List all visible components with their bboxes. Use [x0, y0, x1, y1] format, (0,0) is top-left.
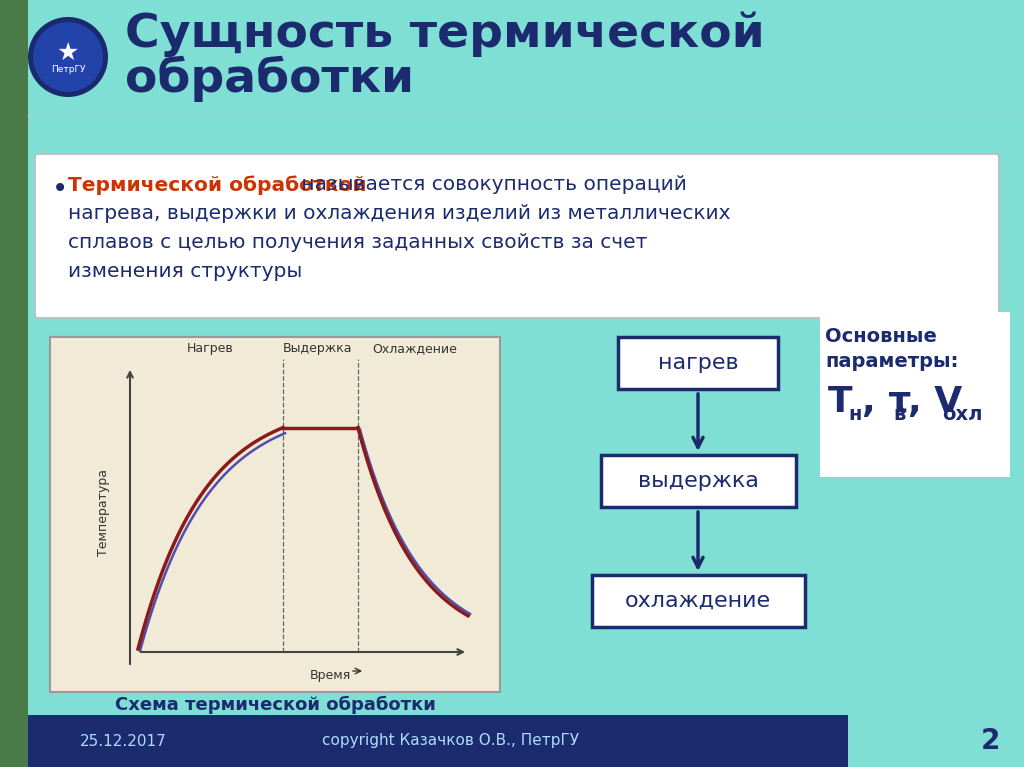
Bar: [50, 337, 500, 692]
Circle shape: [28, 17, 108, 97]
Text: ★: ★: [56, 41, 79, 65]
Text: Охлаждение: Охлаждение: [373, 342, 458, 355]
Text: 2: 2: [980, 727, 999, 755]
Text: Основные: Основные: [825, 327, 937, 346]
Text: называется совокупность операций: называется совокупность операций: [295, 175, 687, 194]
Bar: [28, 715, 848, 767]
Text: Т: Т: [828, 385, 853, 419]
Text: Время: Время: [309, 669, 350, 682]
Text: Схема термической обработки: Схема термической обработки: [115, 696, 435, 714]
Text: в: в: [893, 404, 905, 423]
Bar: [0, 0, 28, 767]
Text: Выдержка: Выдержка: [284, 342, 352, 355]
Text: охлаждение: охлаждение: [625, 591, 771, 611]
Text: •: •: [52, 175, 69, 203]
Text: охл: охл: [942, 404, 982, 423]
Circle shape: [33, 22, 103, 92]
Text: изменения структуры: изменения структуры: [68, 262, 302, 281]
Text: , V: , V: [908, 385, 963, 419]
FancyBboxPatch shape: [592, 575, 805, 627]
Bar: [820, 312, 1010, 477]
Text: обработки: обработки: [125, 56, 414, 102]
Text: сплавов с целью получения заданных свойств за счет: сплавов с целью получения заданных свойс…: [68, 233, 647, 252]
Text: Сущность термической: Сущность термической: [125, 12, 765, 57]
Text: параметры:: параметры:: [825, 352, 958, 371]
Text: выдержка: выдержка: [638, 471, 759, 491]
Text: нагрева, выдержки и охлаждения изделий из металлических: нагрева, выдержки и охлаждения изделий и…: [68, 204, 730, 223]
Text: ПетрГУ: ПетрГУ: [51, 65, 85, 74]
FancyBboxPatch shape: [601, 455, 796, 507]
Text: Нагрев: Нагрев: [186, 342, 233, 355]
Text: Термической обработкой: Термической обработкой: [68, 175, 367, 195]
FancyBboxPatch shape: [618, 337, 778, 389]
Text: н: н: [848, 404, 861, 423]
Text: нагрев: нагрев: [657, 353, 738, 373]
Text: Температура: Температура: [96, 469, 110, 555]
FancyBboxPatch shape: [35, 154, 999, 318]
Text: 25.12.2017: 25.12.2017: [80, 733, 167, 749]
Text: copyright Казачков О.В., ПетрГУ: copyright Казачков О.В., ПетрГУ: [322, 733, 579, 749]
Text: , τ: , τ: [862, 385, 911, 419]
